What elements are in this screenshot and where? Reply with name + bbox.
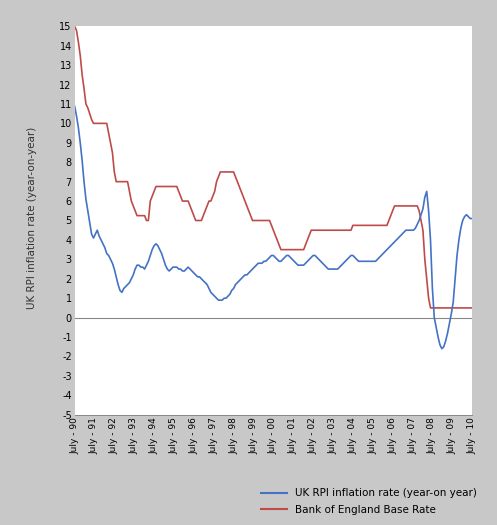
Text: UK RPI inflation rate (year-on-year): UK RPI inflation rate (year-on-year) bbox=[27, 127, 37, 309]
Legend: UK RPI inflation rate (year-on year), Bank of England Base Rate: UK RPI inflation rate (year-on year), Ba… bbox=[260, 488, 477, 514]
